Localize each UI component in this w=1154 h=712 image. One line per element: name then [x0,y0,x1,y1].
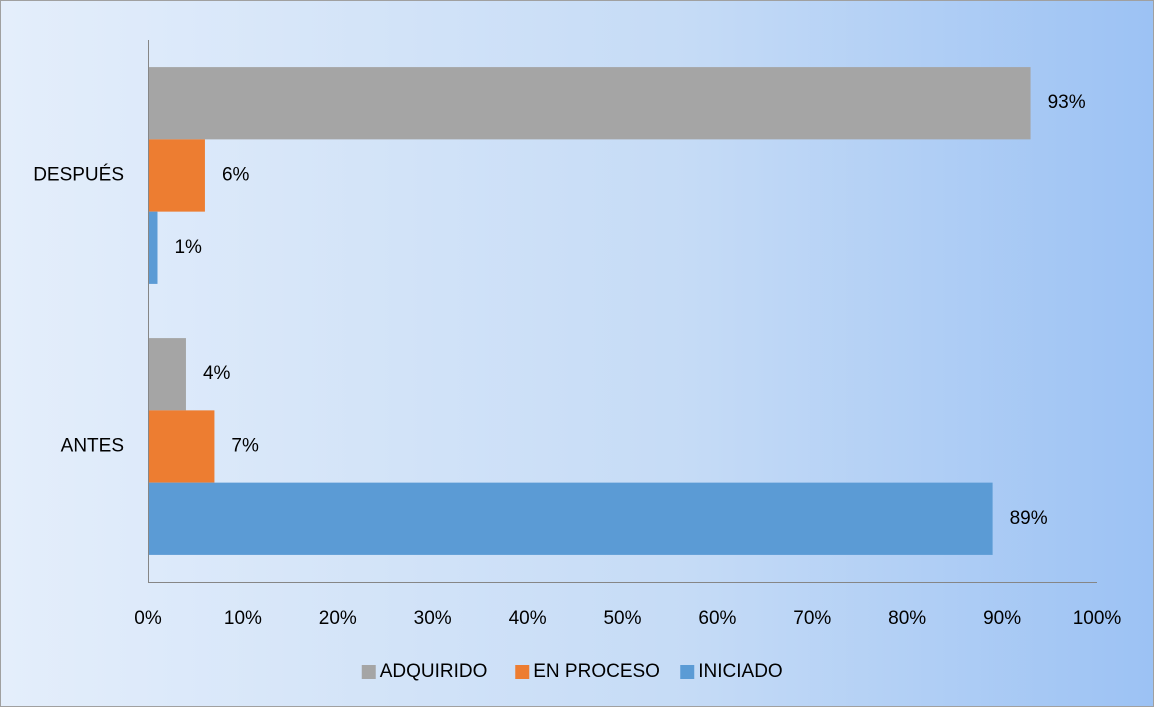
legend-label: ADQUIRIDO [380,661,488,682]
data-label: 1% [174,237,202,258]
x-tick-label: 70% [793,608,831,629]
legend-swatch [361,665,376,679]
data-label: 89% [1010,508,1048,529]
x-tick-label: 50% [603,608,641,629]
x-tick-label: 10% [224,608,262,629]
x-tick-label: 90% [983,608,1021,629]
x-tick-label: 0% [134,608,162,629]
data-label: 4% [203,363,231,384]
data-label: 6% [222,165,250,186]
data-label: 93% [1048,92,1086,113]
bar [148,338,186,411]
bar [148,139,205,212]
legend-swatch [515,665,530,679]
legend-label: INICIADO [698,661,782,682]
bar [148,482,993,555]
x-tick-label: 20% [319,608,357,629]
y-tick-label: DESPUÉS [33,165,124,186]
x-tick-label: 30% [414,608,452,629]
x-tick-label: 40% [509,608,547,629]
bar [148,211,158,284]
y-tick-label: ANTES [61,436,124,457]
data-label: 7% [231,436,259,457]
x-tick-label: 80% [888,608,926,629]
bar [148,410,215,483]
bar [148,67,1031,140]
legend-swatch [680,665,695,679]
legend-label: EN PROCESO [533,661,660,682]
x-tick-label: 60% [698,608,736,629]
x-tick-label: 100% [1073,608,1122,629]
